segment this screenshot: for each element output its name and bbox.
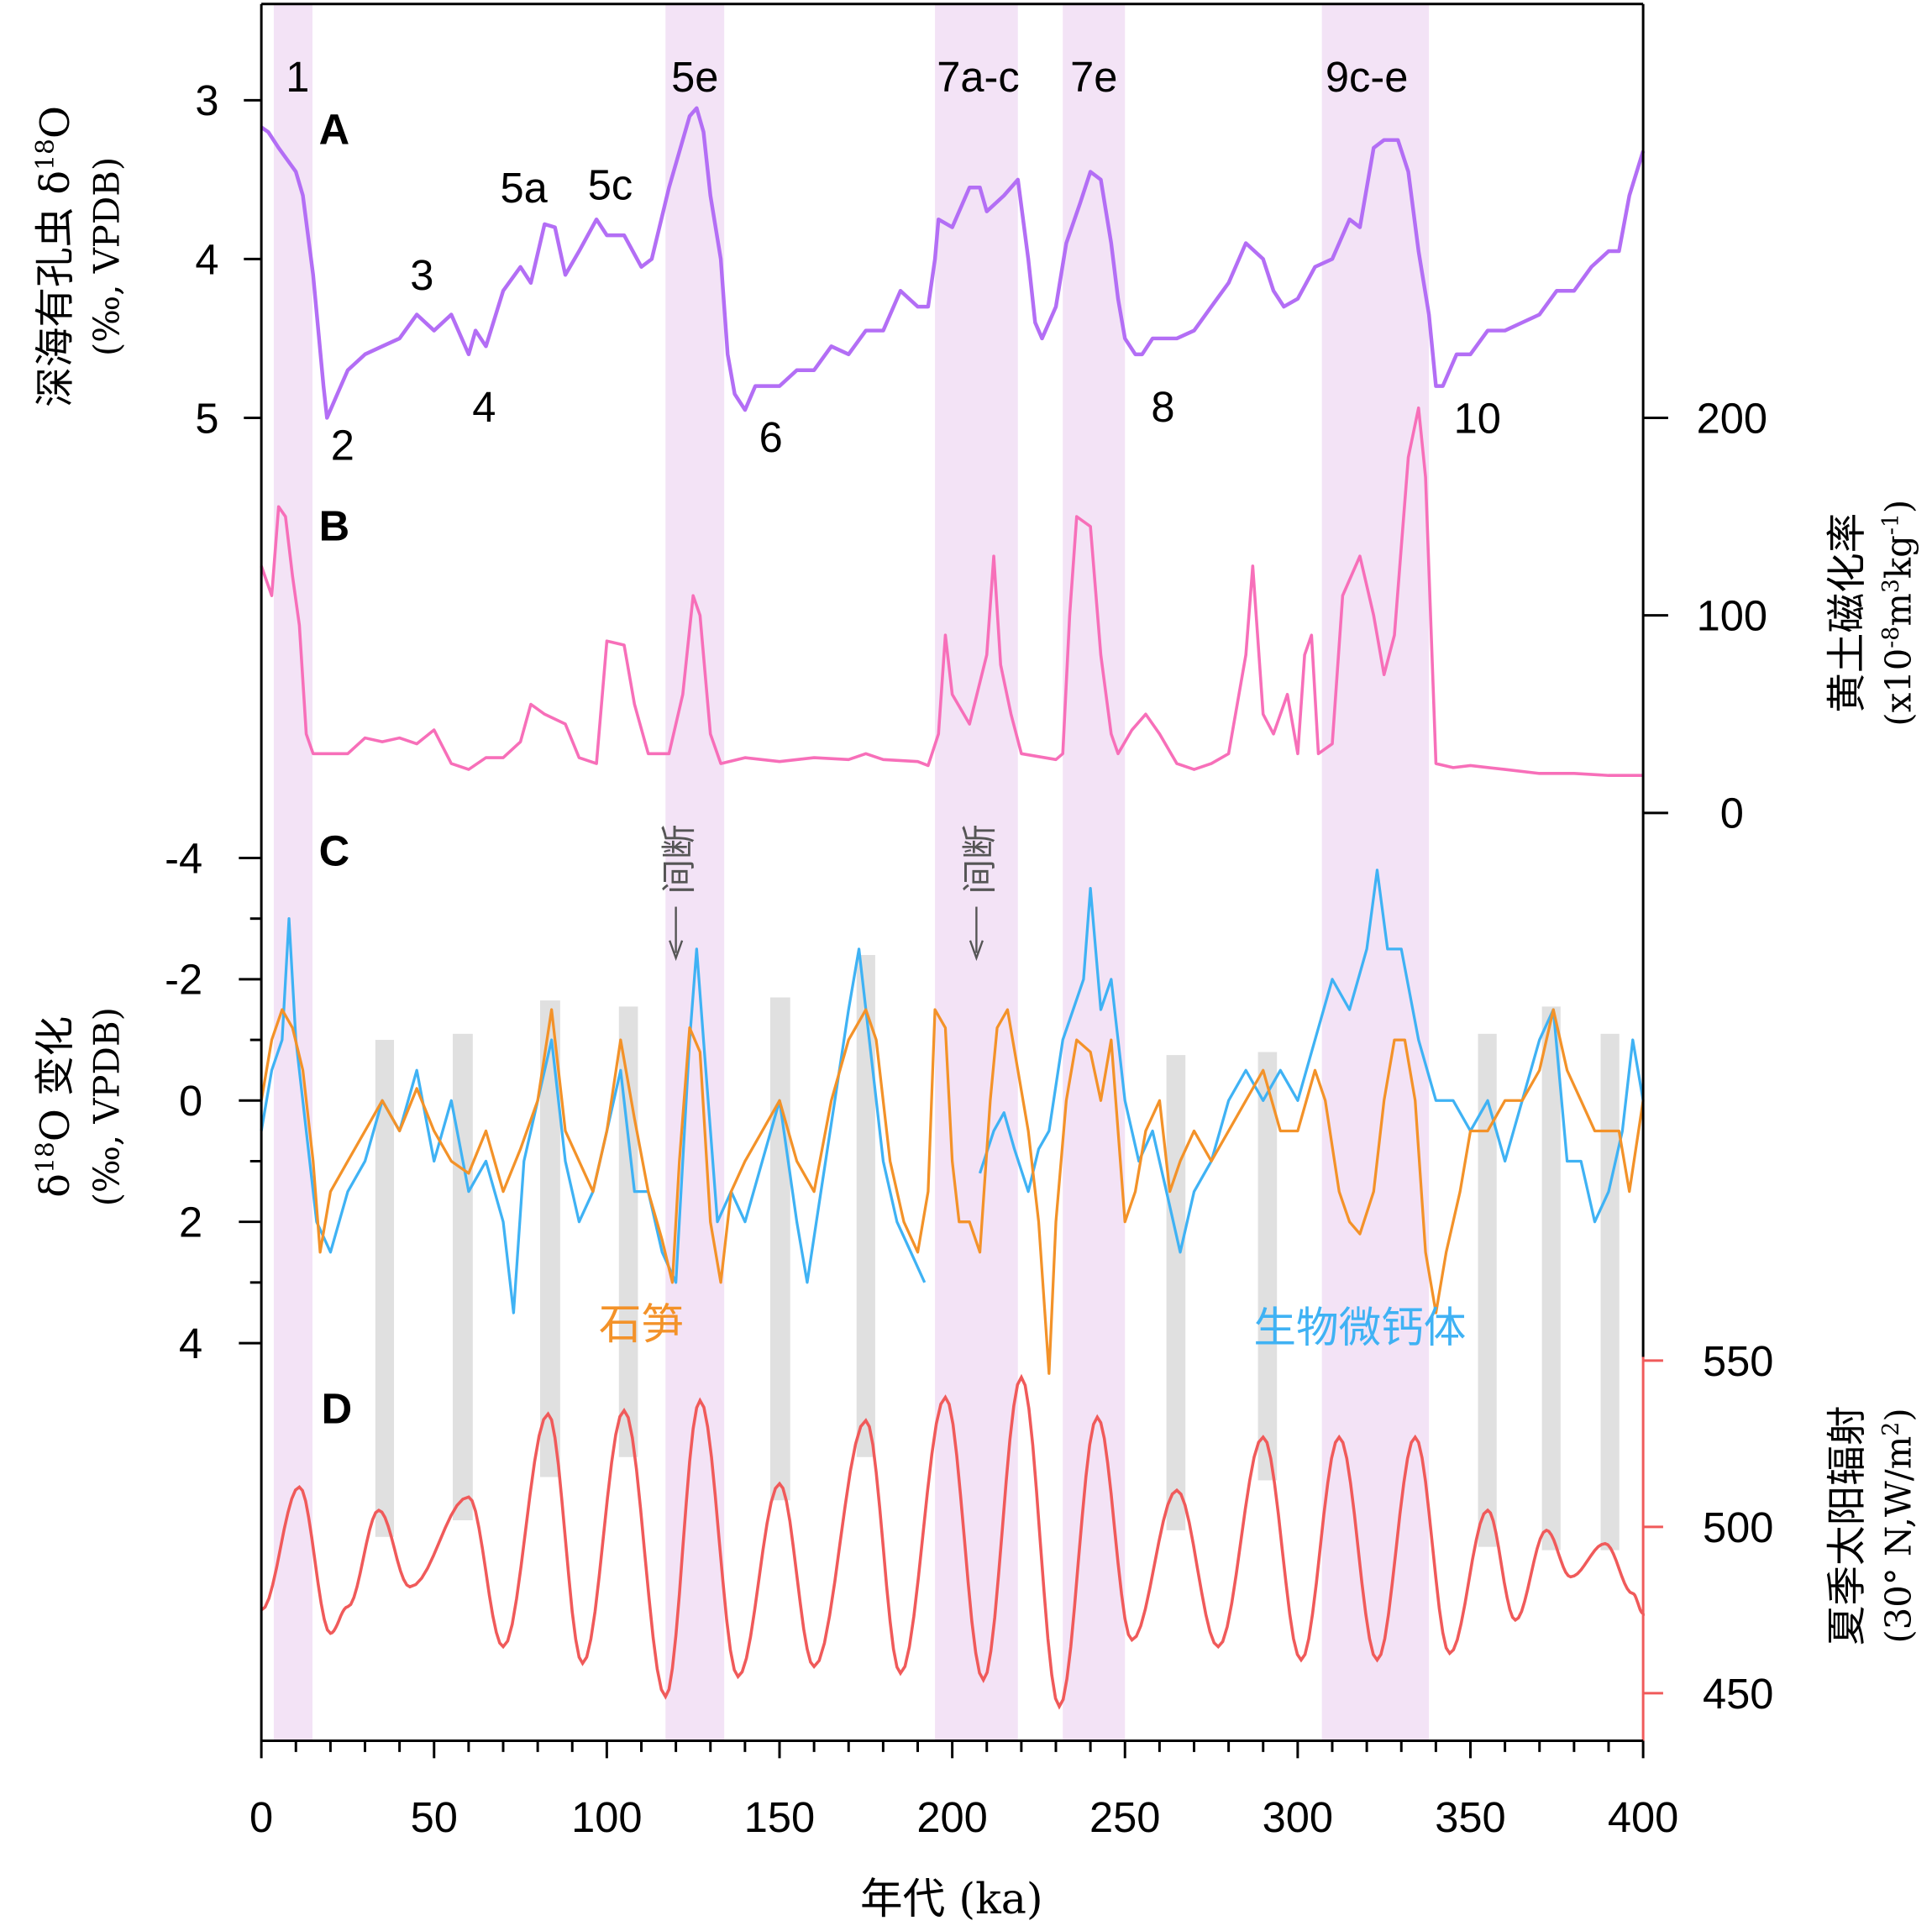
y-axis-title-a: 深海有孔虫 δ18O (‰, VPDB) (31, 106, 127, 407)
panel-label-b: B (319, 501, 350, 549)
interglacial-band-5 (1321, 3, 1430, 1741)
panel-label-d: D (322, 1384, 353, 1432)
svg-text:δ18O 变化: δ18O 变化 (31, 1016, 79, 1198)
stage-label: 6 (759, 413, 783, 461)
y-title-c-main: O 变化 (33, 1016, 79, 1141)
stage-label: 2 (331, 421, 354, 469)
y-title-c-pre: δ (33, 1173, 79, 1198)
y-tick-label-c: 0 (179, 1077, 202, 1125)
gray-bar-4 (618, 1006, 638, 1457)
series-line-biogenic-carbonate-seg1 (260, 917, 927, 1314)
gray-bars (375, 954, 1620, 1551)
gray-bar-3 (540, 1000, 560, 1477)
y-title-d-main: 夏季太阳辐射 (1824, 1406, 1871, 1646)
y-title-a-sup: 18 (31, 139, 60, 171)
y-tick-label-b: 100 (1697, 592, 1767, 640)
hiatus-label: 间断 (658, 824, 699, 894)
series-legend-label: 石笋 (599, 1299, 684, 1349)
y-title-b-unit: (x10-8m3kg-1) (1878, 500, 1919, 727)
gray-bar-5 (769, 997, 790, 1501)
series-line-loess-susceptibility (260, 406, 1644, 778)
hiatus-text: 间断 (958, 824, 1000, 894)
y-title-c-unit: (‰, VPDB) (86, 1007, 127, 1206)
x-axis-title: 年代 (ka) (860, 1874, 1043, 1923)
x-tick-label: 250 (1089, 1793, 1160, 1841)
x-tick-label: 400 (1608, 1793, 1678, 1841)
stage-label: 7a-c (937, 53, 1019, 101)
y-tick-label-b: 0 (1720, 790, 1744, 837)
x-tick-label: 150 (744, 1793, 815, 1841)
y-tick-label-c: -4 (165, 834, 202, 882)
y-tick-label-b: 200 (1697, 394, 1767, 442)
hiatus-arrowhead-icon (969, 940, 984, 962)
panel-label-c: C (319, 826, 350, 874)
interglacial-band-3 (935, 3, 1018, 1741)
y-title-b-main: 黄土磁化率 (1824, 513, 1871, 713)
gray-bar-2 (452, 1033, 473, 1520)
y-axis-title-d: 夏季太阳辐射 (30° N,W/m2) (1824, 1406, 1919, 1646)
y-title-a-main: 深海有孔虫 δ (33, 171, 79, 407)
y-axis-title-b: 黄土磁化率 (x10-8m3kg-1) (1824, 500, 1919, 727)
x-tick-label: 350 (1435, 1793, 1505, 1841)
hiatus-label: 间断 (958, 824, 1000, 894)
y-tick-label-c: 4 (179, 1320, 202, 1367)
x-tick-label: 300 (1263, 1793, 1333, 1841)
y-tick-label-c: -2 (165, 956, 202, 1004)
stage-label: 1 (286, 53, 309, 101)
y-tick-label-d: 450 (1703, 1670, 1773, 1718)
x-tick-label: 0 (249, 1793, 273, 1841)
y-title-c-sup: 18 (31, 1141, 60, 1173)
series-lines (260, 106, 1646, 1710)
x-tick-label: 50 (411, 1793, 458, 1841)
interglacial-band-4 (1063, 3, 1126, 1741)
y-tick-label-d: 550 (1703, 1337, 1773, 1385)
y-title-d-unit: (30° N,W/m2) (1878, 1408, 1919, 1643)
gray-bar-1 (375, 1040, 395, 1537)
hiatus-arrowhead-icon (669, 940, 684, 962)
stage-label: 3 (410, 251, 433, 299)
stage-label: 8 (1151, 383, 1174, 431)
series-line-stalagmite-seg1 (260, 1008, 1645, 1375)
hiatus-text: 间断 (658, 824, 699, 894)
interglacial-band-2 (665, 3, 725, 1741)
gray-bar-9 (1478, 1033, 1497, 1547)
stage-label: 5c (588, 160, 633, 208)
stage-label: 5a (501, 164, 549, 212)
series-line-summer-insolation (260, 1373, 1645, 1710)
series-line-biogenic-carbonate-seg2 (978, 868, 1645, 1254)
y-title-a-unit: (‰, VPDB) (86, 157, 127, 356)
gray-bar-10 (1541, 1006, 1561, 1551)
y-tick-label-a: 4 (195, 235, 218, 283)
panel-label-a: A (319, 105, 350, 153)
stage-label: 9c-e (1326, 53, 1408, 101)
y-tick-label-d: 500 (1703, 1503, 1773, 1551)
stage-label: 5e (671, 53, 718, 101)
x-tick-label: 100 (571, 1793, 642, 1841)
interglacial-bands (273, 3, 1430, 1741)
gray-bar-11 (1600, 1033, 1620, 1551)
series-legend-label: 生物微钙体 (1253, 1303, 1466, 1352)
y-title-a-tail: O (33, 106, 79, 139)
y-tick-label-c: 2 (179, 1199, 202, 1246)
series-line-benthic-d18o (260, 106, 1646, 420)
stage-label: 7e (1070, 53, 1117, 101)
gray-bar-6 (856, 954, 875, 1457)
svg-text:深海有孔虫 δ18O: 深海有孔虫 δ18O (31, 106, 79, 407)
y-axis-title-c: δ18O 变化 (‰, VPDB) (31, 1007, 127, 1206)
y-tick-label-a: 3 (195, 76, 218, 124)
stage-label: 10 (1454, 394, 1501, 442)
interglacial-band-1 (273, 3, 312, 1741)
x-tick-label: 200 (916, 1793, 987, 1841)
gray-bar-8 (1257, 1052, 1278, 1481)
gray-bar-7 (1166, 1055, 1186, 1530)
stage-label: 4 (472, 383, 496, 431)
axes-ticks: 0 50 100 150 200 250 300 350 4003450100200-4-202… (165, 76, 1773, 1841)
y-tick-label-a: 5 (195, 394, 218, 442)
